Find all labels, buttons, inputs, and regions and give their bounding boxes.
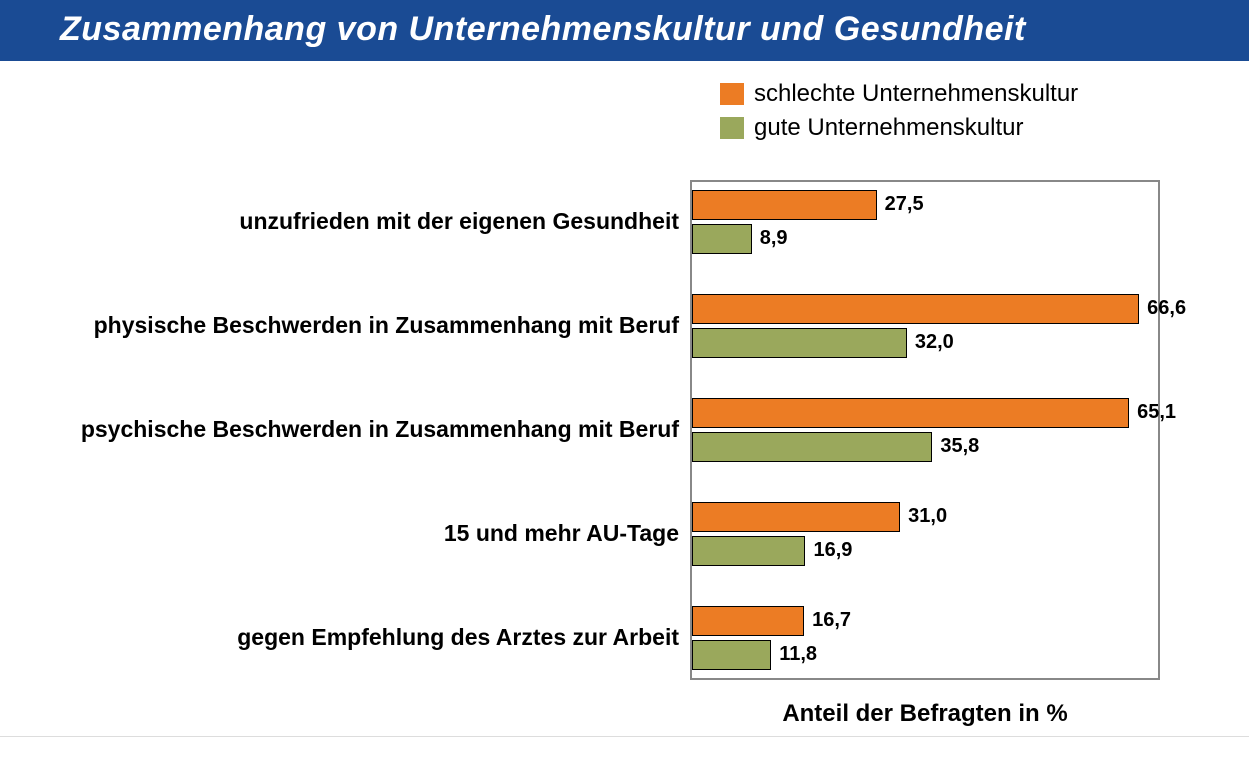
bar-value-good: 32,0	[915, 331, 954, 354]
bar-bad	[692, 398, 1129, 428]
chart-title: Zusammenhang von Unternehmenskultur und …	[0, 0, 1249, 61]
legend-swatch-bad	[720, 83, 744, 105]
legend-item-good: gute Unternehmenskultur	[720, 114, 1078, 142]
bar-bad	[692, 502, 900, 532]
bar-value-bad: 66,6	[1147, 297, 1186, 320]
legend-label-bad: schlechte Unternehmenskultur	[754, 80, 1078, 108]
y-axis	[690, 180, 692, 680]
legend-swatch-good	[720, 117, 744, 139]
category-label: 15 und mehr AU-Tage	[0, 520, 679, 547]
bar-bad	[692, 190, 877, 220]
bar-value-good: 16,9	[813, 539, 852, 562]
legend-item-bad: schlechte Unternehmenskultur	[720, 80, 1078, 108]
category-label: psychische Beschwerden in Zusammenhang m…	[0, 416, 679, 443]
bar-good	[692, 432, 932, 462]
bar-bad	[692, 606, 804, 636]
footer-divider	[0, 736, 1249, 737]
category-label: physische Beschwerden in Zusammenhang mi…	[0, 312, 679, 339]
bar-value-good: 8,9	[760, 227, 788, 250]
legend-label-good: gute Unternehmenskultur	[754, 114, 1023, 142]
bar-value-bad: 27,5	[885, 193, 924, 216]
bar-good	[692, 536, 805, 566]
bar-value-good: 11,8	[779, 643, 817, 666]
plot-frame	[690, 180, 1160, 680]
bar-bad	[692, 294, 1139, 324]
x-axis-label: Anteil der Befragten in %	[690, 700, 1160, 728]
bar-good	[692, 224, 752, 254]
chart-area: schlechte Unternehmenskultur gute Untern…	[0, 80, 1249, 730]
bar-value-bad: 65,1	[1137, 401, 1176, 424]
bar-good	[692, 640, 771, 670]
legend: schlechte Unternehmenskultur gute Untern…	[720, 80, 1078, 148]
bar-value-good: 35,8	[940, 435, 979, 458]
bar-good	[692, 328, 907, 358]
bar-value-bad: 31,0	[908, 505, 947, 528]
bar-value-bad: 16,7	[812, 609, 851, 632]
category-label: gegen Empfehlung des Arztes zur Arbeit	[0, 624, 679, 651]
category-label: unzufrieden mit der eigenen Gesundheit	[0, 208, 679, 235]
